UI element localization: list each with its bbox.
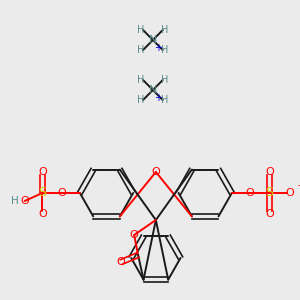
Text: H: H	[137, 95, 145, 105]
Text: O: O	[38, 167, 47, 177]
Text: H: H	[161, 75, 168, 85]
Text: O: O	[152, 167, 160, 177]
Text: H: H	[161, 25, 168, 35]
Text: O: O	[20, 196, 29, 206]
Text: S: S	[38, 187, 46, 200]
Text: O: O	[245, 188, 254, 198]
Text: H: H	[161, 95, 168, 105]
Text: O: O	[265, 209, 274, 219]
Text: O: O	[130, 230, 139, 240]
Text: O: O	[265, 167, 274, 177]
Text: H: H	[137, 75, 145, 85]
Text: N: N	[149, 85, 157, 95]
Text: H: H	[137, 45, 145, 55]
Text: -: -	[297, 180, 300, 190]
Text: O: O	[116, 257, 125, 267]
Text: O: O	[286, 188, 294, 198]
Text: S: S	[265, 187, 273, 200]
Text: N: N	[149, 35, 157, 45]
Text: O: O	[38, 209, 47, 219]
Text: H: H	[161, 45, 168, 55]
Text: +: +	[154, 43, 162, 53]
Text: H: H	[11, 196, 19, 206]
Text: +: +	[154, 93, 162, 103]
Text: O: O	[58, 188, 67, 198]
Text: H: H	[137, 25, 145, 35]
